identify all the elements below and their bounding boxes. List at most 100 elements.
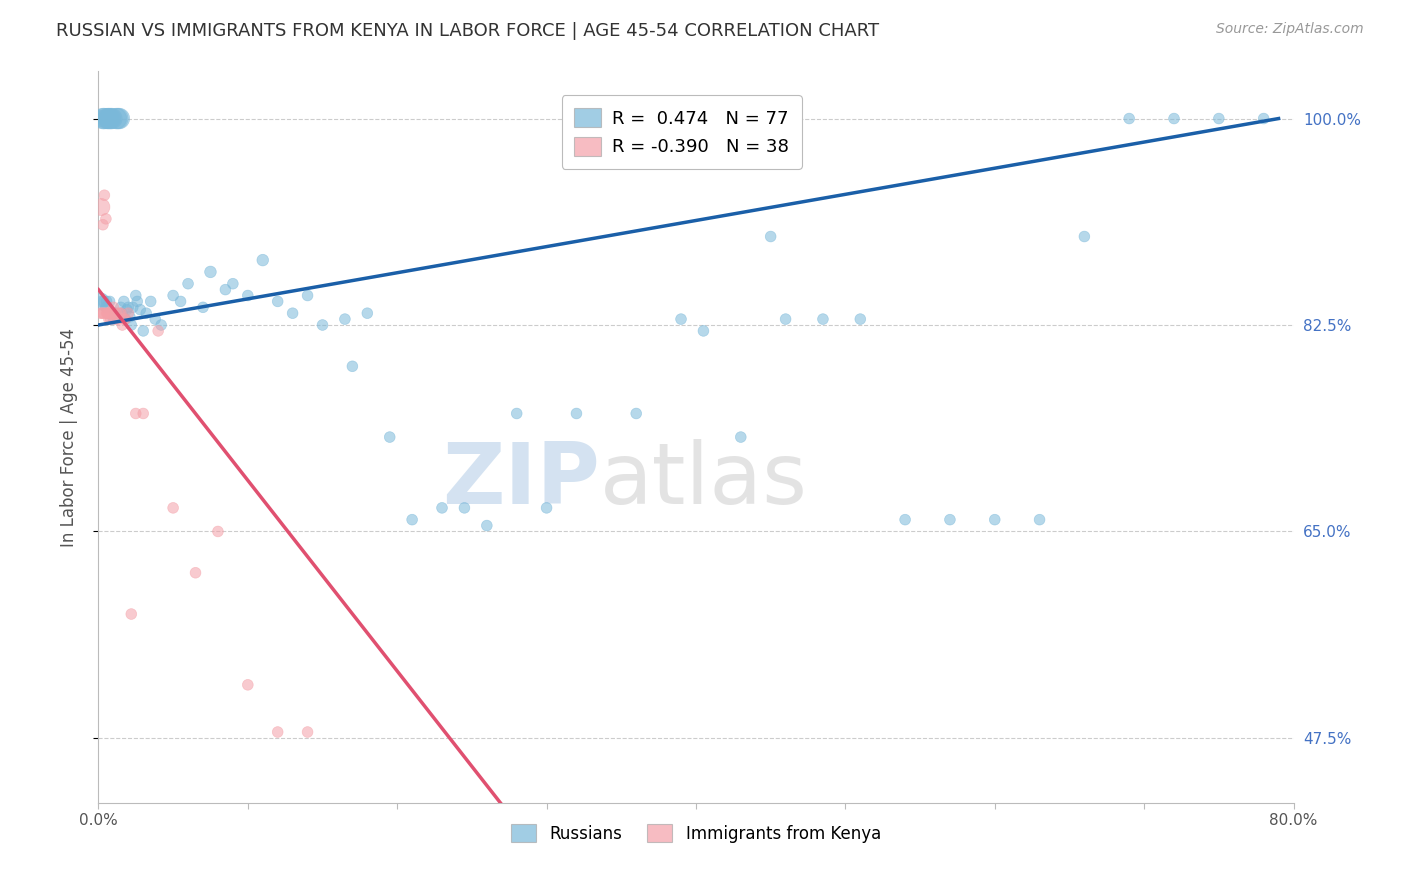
Legend: Russians, Immigrants from Kenya: Russians, Immigrants from Kenya <box>505 818 887 849</box>
Text: atlas: atlas <box>600 440 808 523</box>
Point <box>98 312 122 326</box>
Point <box>236 678 259 692</box>
Point <box>101 306 124 320</box>
Point <box>91 112 114 126</box>
Point <box>1208 112 1230 126</box>
Point <box>207 524 229 539</box>
Point <box>97 112 120 126</box>
Point <box>96 306 118 320</box>
Point <box>162 500 184 515</box>
Point <box>97 312 120 326</box>
Point <box>730 430 752 444</box>
Point <box>93 306 115 320</box>
Point <box>775 312 797 326</box>
Point <box>536 849 558 863</box>
Point <box>150 318 173 332</box>
Point <box>97 306 120 320</box>
Point <box>96 306 118 320</box>
Point <box>135 306 157 320</box>
Point <box>98 294 121 309</box>
Point <box>506 407 529 421</box>
Point <box>90 306 112 320</box>
Point <box>117 306 139 320</box>
Point <box>110 306 132 320</box>
Point <box>98 306 121 320</box>
Point <box>108 306 131 320</box>
Y-axis label: In Labor Force | Age 45-54: In Labor Force | Age 45-54 <box>59 327 77 547</box>
Point <box>132 324 155 338</box>
Point <box>107 312 129 326</box>
Point <box>184 566 207 580</box>
Point <box>453 500 475 515</box>
Point <box>104 306 127 320</box>
Point <box>93 112 115 126</box>
Point <box>97 112 120 126</box>
Point <box>311 318 333 332</box>
Point <box>108 112 131 126</box>
Point <box>90 294 112 309</box>
Point <box>105 112 128 126</box>
Point <box>565 407 588 421</box>
Point <box>759 229 782 244</box>
Point <box>669 312 692 326</box>
Point <box>117 301 139 315</box>
Point <box>1028 513 1050 527</box>
Point <box>111 318 134 332</box>
Point <box>342 359 364 374</box>
Point <box>91 112 114 126</box>
Point <box>132 407 155 421</box>
Point <box>110 301 132 315</box>
Point <box>162 288 184 302</box>
Point <box>90 294 112 309</box>
Point <box>169 294 191 309</box>
Point <box>127 294 149 309</box>
Point <box>252 253 274 268</box>
Point <box>267 725 290 739</box>
Point <box>214 283 236 297</box>
Point <box>281 306 304 320</box>
Point <box>125 288 148 302</box>
Point <box>626 407 648 421</box>
Point <box>111 306 134 320</box>
Point <box>114 312 136 326</box>
Point <box>430 500 453 515</box>
Point <box>297 725 319 739</box>
Point <box>236 288 259 302</box>
Point <box>143 312 166 326</box>
Point <box>378 430 401 444</box>
Point <box>939 513 962 527</box>
Point <box>811 312 834 326</box>
Point <box>105 306 128 320</box>
Point <box>1163 112 1185 126</box>
Point <box>115 302 138 317</box>
Point <box>112 312 135 326</box>
Point <box>94 211 117 226</box>
Point <box>91 306 114 320</box>
Point <box>385 819 409 833</box>
Point <box>148 324 170 338</box>
Point <box>326 855 349 869</box>
Point <box>333 312 356 326</box>
Point <box>356 306 378 320</box>
Point <box>94 301 117 315</box>
Point <box>98 112 122 126</box>
Point <box>101 112 124 126</box>
Point <box>93 294 115 309</box>
Point <box>401 513 423 527</box>
Point <box>91 218 114 232</box>
Point <box>356 819 378 833</box>
Point <box>267 294 290 309</box>
Point <box>536 500 558 515</box>
Point <box>191 301 214 315</box>
Point <box>692 324 714 338</box>
Point <box>139 294 162 309</box>
Point <box>96 112 118 126</box>
Point <box>121 301 143 315</box>
Point <box>894 513 917 527</box>
Point <box>177 277 200 291</box>
Point <box>1073 229 1095 244</box>
Point <box>849 312 872 326</box>
Point <box>112 294 135 309</box>
Point <box>129 302 152 317</box>
Point <box>103 312 125 326</box>
